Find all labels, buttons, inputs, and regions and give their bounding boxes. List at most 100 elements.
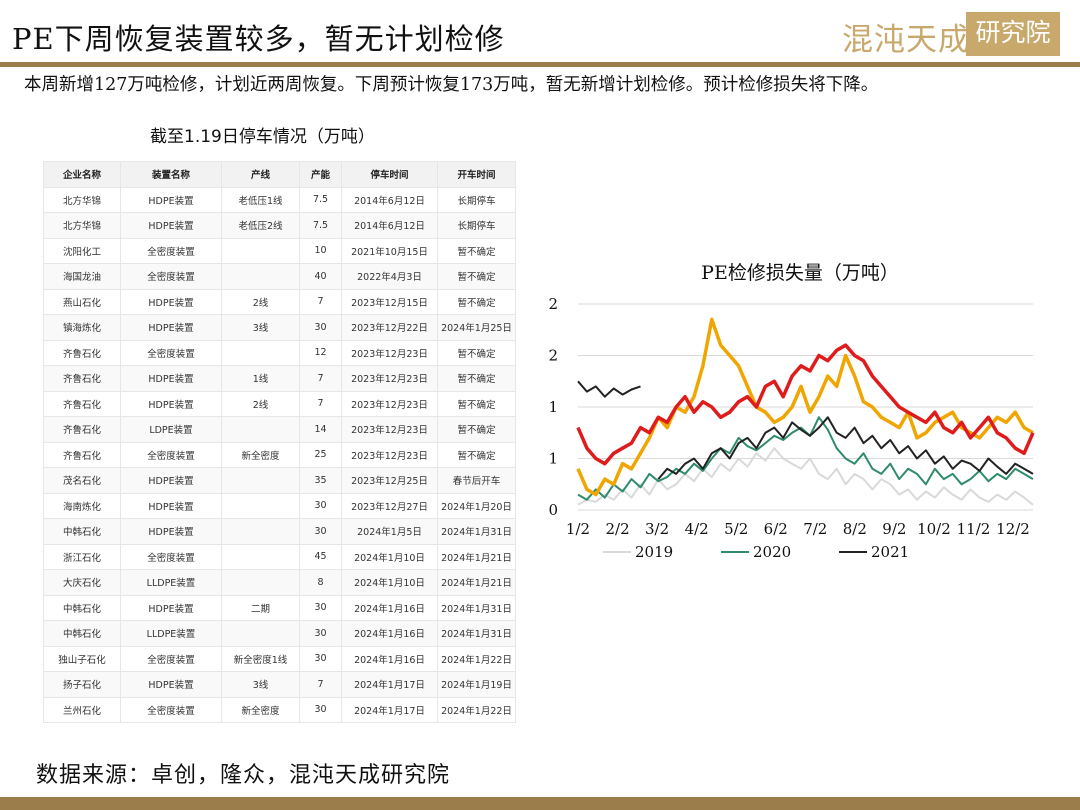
table-cell: 2024年1月16日: [341, 620, 438, 647]
page-title: PE下周恢复装置较多，暂无计划检修: [12, 22, 505, 56]
table-cell: 中韩石化: [43, 620, 121, 647]
table-cell: 30: [299, 696, 342, 723]
logo-box-text: 研究院: [966, 12, 1060, 56]
table-row: 大庆石化 LLDPE装置 8 2024年1月10日 2024年1月21日: [43, 569, 516, 596]
table-row: 茂名石化 HDPE装置 35 2023年12月25日 春节后开车: [43, 467, 516, 494]
table-cell: LLDPE装置: [120, 620, 222, 647]
table-cell: 30: [299, 314, 342, 341]
table-cell: LDPE装置: [120, 416, 222, 443]
x-tick-label: 7/2: [803, 520, 827, 538]
column-header: 产线: [221, 161, 300, 188]
table-cell: 长期停车: [437, 186, 516, 213]
table-cell: 暂不确定: [437, 263, 516, 290]
table-cell: 暂不确定: [437, 365, 516, 392]
footer-bar: [0, 797, 1080, 810]
table-cell: 2023年12月23日: [341, 441, 438, 468]
x-tick-label: 2/2: [605, 520, 629, 538]
series-line-2: [577, 380, 1034, 480]
logo-script-text: 混沌天成: [842, 22, 970, 58]
table-cell: 全密度装置: [120, 339, 222, 366]
table-row: 海国龙油 全密度装置 40 2022年4月3日 暂不确定: [43, 263, 516, 290]
table-cell: 春节后开车: [437, 467, 516, 494]
x-tick-label: 8/2: [843, 520, 867, 538]
table-cell: 新全密度1线: [221, 645, 300, 672]
table-cell: 2024年1月21日: [437, 543, 516, 570]
table-cell: 2023年12月23日: [341, 339, 438, 366]
table-cell: 燕山石化: [43, 288, 121, 315]
legend-label: 2020: [753, 543, 791, 561]
table-cell: 2024年1月22日: [437, 645, 516, 672]
table-cell: HDPE装置: [120, 365, 222, 392]
table-cell: 35: [299, 467, 342, 494]
table-cell: 老低压2线: [221, 212, 300, 239]
table-row: 北方华锦 HDPE装置 老低压1线 7.5 2014年6月12日 长期停车: [43, 186, 516, 213]
table-cell: HDPE装置: [120, 492, 222, 519]
table-cell: 2024年1月25日: [437, 314, 516, 341]
table-cell: HDPE装置: [120, 594, 222, 621]
x-tick-label: 3/2: [645, 520, 669, 538]
column-header: 装置名称: [120, 161, 222, 188]
table-cell: 2023年12月23日: [341, 416, 438, 443]
table-cell: 30: [299, 518, 342, 545]
table-cell: 2021年10月15日: [341, 237, 438, 264]
table-cell: 40: [299, 263, 342, 290]
table-cell: 2024年1月16日: [341, 594, 438, 621]
table-cell: 2023年12月15日: [341, 288, 438, 315]
table-cell: 7.5: [299, 212, 342, 239]
table-row: 海南炼化 HDPE装置 30 2023年12月27日 2024年1月20日: [43, 492, 516, 519]
table-cell: 扬子石化: [43, 671, 121, 698]
table-cell: 齐鲁石化: [43, 441, 121, 468]
summary-text: 本周新增127万吨检修，计划近两周恢复。下周预计恢复173万吨，暂无新增计划检修…: [24, 75, 879, 95]
table-cell: 中韩石化: [43, 594, 121, 621]
table-cell: 全密度装置: [120, 237, 222, 264]
table-cell: 茂名石化: [43, 467, 121, 494]
brand-logo: 混沌天成 研究院: [842, 12, 1062, 58]
x-tick-label: 9/2: [882, 520, 906, 538]
x-tick-label: 5/2: [724, 520, 748, 538]
table-cell: 2023年12月22日: [341, 314, 438, 341]
x-tick-label: 10/2: [917, 520, 951, 538]
column-header: 停车时间: [341, 161, 438, 188]
table-cell: 2线: [221, 390, 300, 417]
table-cell: 2024年1月31日: [437, 594, 516, 621]
table-cell: 暂不确定: [437, 390, 516, 417]
legend-label: 2021: [871, 543, 909, 561]
table-cell: HDPE装置: [120, 288, 222, 315]
table-title: 截至1.19日停车情况（万吨）: [150, 127, 375, 147]
table-cell: 独山子石化: [43, 645, 121, 672]
table-cell: 2024年1月31日: [437, 518, 516, 545]
table-row: 扬子石化 HDPE装置 3线 7 2024年1月17日 2024年1月19日: [43, 671, 516, 698]
table-cell: 7.5: [299, 186, 342, 213]
table-cell: 2024年1月21日: [437, 569, 516, 596]
table-cell: 45: [299, 543, 342, 570]
table-row: 中韩石化 HDPE装置 30 2024年1月5日 2024年1月31日: [43, 518, 516, 545]
table-cell: 暂不确定: [437, 416, 516, 443]
y-tick-label: 2: [548, 347, 558, 365]
table-cell: 全密度装置: [120, 441, 222, 468]
table-row: 独山子石化 全密度装置 新全密度1线 30 2024年1月16日 2024年1月22日: [43, 645, 516, 672]
table-cell: 2024年1月17日: [341, 696, 438, 723]
table-row: 中韩石化 HDPE装置 二期 30 2024年1月16日 2024年1月31日: [43, 594, 516, 621]
table-cell: 25: [299, 441, 342, 468]
table-cell: 沈阳化工: [43, 237, 121, 264]
x-tick-label: 12/2: [996, 520, 1030, 538]
table-cell: 新全密度: [221, 441, 300, 468]
x-tick-label: 4/2: [685, 520, 709, 538]
table-row: 兰州石化 全密度装置 新全密度 30 2024年1月17日 2024年1月22日: [43, 696, 516, 723]
table-cell: LLDPE装置: [120, 569, 222, 596]
table-row: 齐鲁石化 HDPE装置 2线 7 2023年12月23日 暂不确定: [43, 390, 516, 417]
table-cell: 齐鲁石化: [43, 365, 121, 392]
table-cell: 暂不确定: [437, 288, 516, 315]
table-cell: [221, 416, 300, 443]
table-cell: 暂不确定: [437, 237, 516, 264]
table-cell: 7: [299, 671, 342, 698]
x-tick-label: 1/2: [566, 520, 590, 538]
data-source: 数据来源：卓创，隆众，混沌天成研究院: [36, 763, 451, 788]
table-cell: 2024年1月10日: [341, 569, 438, 596]
table-cell: HDPE装置: [120, 467, 222, 494]
column-header: 产能: [299, 161, 342, 188]
table-cell: 北方华锦: [43, 212, 121, 239]
table-cell: [221, 543, 300, 570]
table-cell: [221, 263, 300, 290]
table-cell: 2024年1月5日: [341, 518, 438, 545]
